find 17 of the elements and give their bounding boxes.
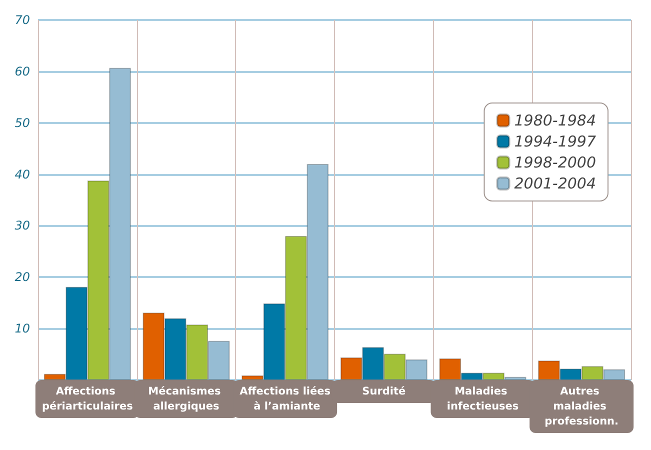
x-tick-label: Affections liées à l’amiante [240,386,331,412]
legend-label: 2001-2004 [514,174,596,192]
y-tick-label: 50 [14,116,30,130]
y-tick-label: 40 [14,167,30,182]
y-tick-label: 70 [14,13,30,27]
legend-label: 1980-1984 [514,112,596,130]
y-tick-label: 20 [14,270,30,284]
legend-label: 1998-2000 [514,154,596,172]
x-tick-label: Autres maladies professionn. [544,386,619,428]
x-tick-label: Maladies infectieuses [446,386,519,412]
x-tick-label: Affections périarticulaires [42,386,133,412]
legend-label: 1994-1997 [514,132,596,150]
x-tick-label: Surdité [362,386,406,398]
y-tick-label: 60 [14,64,30,78]
y-tick-label: 10 [14,322,30,336]
x-tick-label: Mécanismes allergiques [148,386,224,412]
y-tick-label: 30 [14,218,30,233]
